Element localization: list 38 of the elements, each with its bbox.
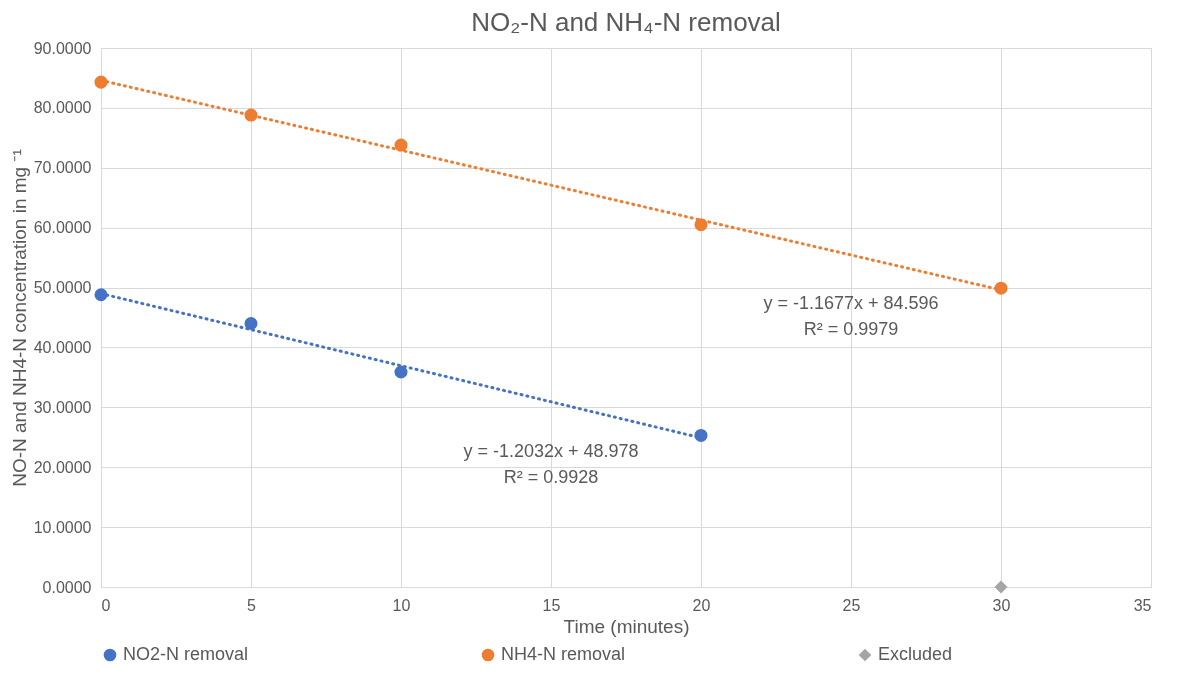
- y-axis-title: NO-N and NH4-N concentration in mg ⁻¹: [8, 149, 30, 487]
- y-tick-label: 40.0000: [33, 338, 92, 356]
- point: [694, 218, 708, 232]
- y-tick-label: 20.0000: [33, 458, 92, 476]
- x-tick-label: 20: [692, 596, 711, 614]
- point: [244, 316, 258, 330]
- annotation: y = -1.2032x + 48.978: [463, 440, 639, 461]
- y-tick-label: 80.0000: [33, 99, 92, 117]
- point: [994, 580, 1008, 594]
- y-tick-label: 70.0000: [33, 159, 92, 177]
- point: [394, 138, 408, 152]
- annotation: R² = 0.9928: [503, 466, 599, 487]
- y-tick-label: 30.0000: [33, 398, 92, 416]
- x-tick-label: 35: [1133, 596, 1152, 614]
- y-tick-label: 0.0000: [42, 578, 92, 596]
- y-tick-label: 90.0000: [33, 39, 92, 57]
- y-tick-label: 10.0000: [33, 518, 92, 536]
- annotation: y = -1.1677x + 84.596: [763, 292, 939, 313]
- chart-title: NO₂-N and NH₄-N removal: [471, 7, 781, 37]
- x-axis-title: Time (minutes): [563, 615, 690, 637]
- x-tick-label: 30: [992, 596, 1011, 614]
- point: [94, 75, 108, 89]
- point: [94, 288, 108, 302]
- x-tick-label: 15: [542, 596, 561, 614]
- x-tick-label: 25: [842, 596, 861, 614]
- point: [994, 281, 1008, 295]
- legend-label: Excluded: [878, 644, 953, 664]
- x-tick-label: 10: [392, 596, 411, 614]
- point: [244, 108, 258, 122]
- y-tick-label: 50.0000: [33, 279, 92, 297]
- annotation: R² = 0.9979: [803, 318, 899, 339]
- point: [694, 428, 708, 442]
- x-tick-label: 5: [247, 596, 257, 614]
- legend-label: NO2-N removal: [123, 644, 249, 664]
- legend-label: NH4-N removal: [501, 644, 626, 664]
- y-tick-label: 60.0000: [33, 219, 92, 237]
- x-tick-label: 0: [101, 596, 111, 614]
- point: [394, 365, 408, 379]
